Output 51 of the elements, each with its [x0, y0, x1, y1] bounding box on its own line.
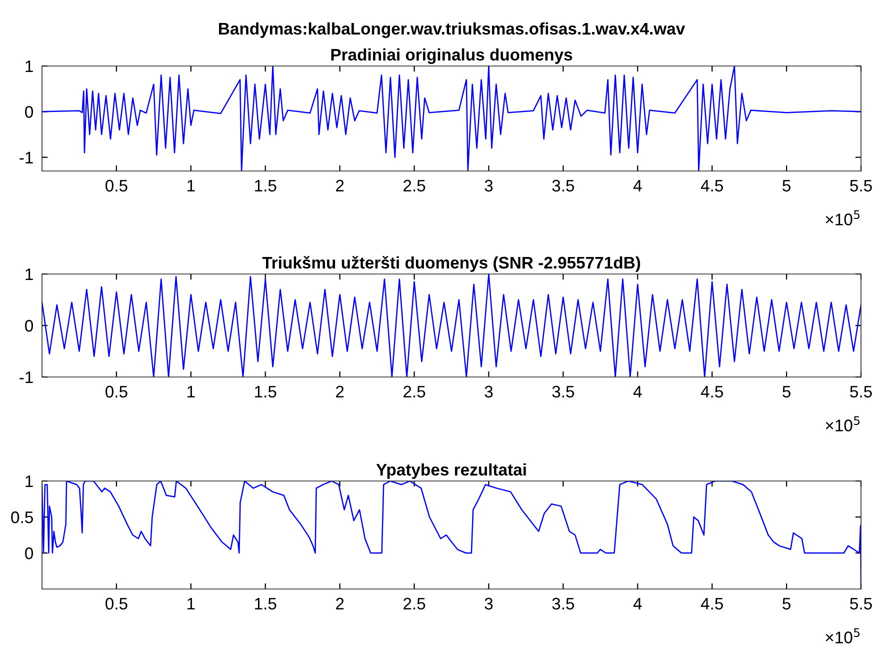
x-tick-label: 2 [336, 180, 344, 192]
x-tick-label: 3 [484, 598, 493, 610]
y-tick-label: 0.5 [11, 511, 33, 524]
x-tick-label: 4 [633, 386, 642, 398]
x-tick-label: 2.5 [404, 598, 426, 610]
x-tick-label: 5.5 [850, 386, 872, 398]
y-tick-label: 0 [25, 106, 34, 118]
x-tick-label: 2.5 [404, 180, 426, 192]
x-tick-label: 0.5 [106, 386, 128, 398]
text: ×10$^{5}$ [826, 210, 860, 226]
y-tick-label: -1 [20, 152, 33, 164]
x-tick-label: 2.5 [404, 386, 426, 398]
y-tick-label: 1 [26, 268, 33, 280]
x-tick-label: 5 [782, 386, 790, 398]
x-tick-label: 1.5 [255, 180, 276, 192]
y-tick-label: 1 [26, 60, 33, 72]
x-tick-label: 2 [336, 386, 344, 398]
chart-title: Bandymas:kalbaLonger.wav.triuksmas.ofisas.1.wav.x4.wav [219, 22, 686, 38]
x-tick-label: 5.5 [850, 598, 872, 610]
chart-title: Ypatybes rezultatai [376, 463, 526, 479]
x-tick-label: 4.5 [700, 386, 723, 398]
x-tick-label: 1 [188, 180, 195, 192]
x-tick-label: 4.5 [700, 598, 723, 610]
x-tick-label: 4 [633, 180, 642, 192]
x-tick-label: 5.5 [850, 180, 872, 192]
text: ×10$^{5}$ [826, 628, 860, 644]
x-tick-label: 3.5 [552, 386, 574, 398]
line-series [42, 66, 861, 171]
x-tick-label: 1.5 [255, 598, 276, 610]
x-tick-label: 3 [484, 180, 493, 192]
chart-title: Triukšmu užteršti duomenys (SNR -2.955771dB) [262, 256, 640, 272]
y-tick-label: 0 [25, 320, 34, 332]
x-tick-label: 2 [336, 598, 344, 610]
y-tick-label: 1 [26, 476, 33, 488]
x-tick-label: 4 [633, 598, 642, 610]
x-tick-label: 1 [188, 386, 195, 398]
x-tick-label: 4.5 [700, 180, 723, 192]
line-series [42, 274, 861, 377]
x-tick-label: 3.5 [552, 180, 574, 192]
x-tick-label: 5 [782, 598, 790, 610]
y-tick-label: -1 [20, 372, 33, 384]
x-tick-label: 1.5 [255, 386, 276, 398]
x-tick-label: 5 [782, 180, 790, 192]
x-tick-label: 3 [484, 386, 493, 398]
x-tick-label: 3.5 [552, 598, 574, 610]
y-tick-label: 0 [25, 547, 34, 560]
x-tick-label: 1 [188, 598, 195, 610]
x-tick-label: 0.5 [106, 180, 128, 192]
x-tick-label: 0.5 [106, 598, 128, 610]
chart-subtitle: Pradiniai originalus duomenys [331, 48, 572, 64]
text: ×10$^{5}$ [826, 416, 860, 432]
